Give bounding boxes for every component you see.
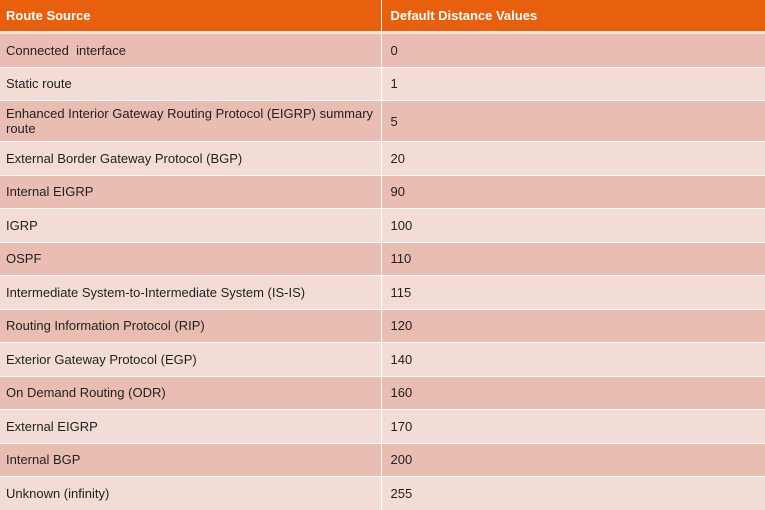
- table-row: Static route 1: [0, 66, 765, 101]
- route-source: Internal BGP: [0, 442, 382, 477]
- distance-value: 90: [381, 174, 765, 209]
- distance-value: 160: [381, 375, 765, 410]
- route-source: Unknown (infinity): [0, 476, 382, 510]
- distance-value: 115: [381, 275, 765, 309]
- distance-value: 120: [381, 308, 765, 343]
- distance-value: 255: [381, 476, 765, 510]
- route-source: On Demand Routing (ODR): [0, 375, 382, 410]
- table-row: Internal EIGRP 90: [0, 174, 765, 209]
- table-row: Unknown (infinity) 255: [0, 476, 765, 510]
- route-source: Exterior Gateway Protocol (EGP): [0, 342, 382, 376]
- table-row: Enhanced Interior Gateway Routing Protoc…: [0, 100, 765, 142]
- distance-value: 0: [381, 32, 765, 67]
- header-row: Route Source Default Distance Values: [0, 0, 765, 34]
- distance-value: 100: [381, 208, 765, 242]
- route-source: Internal EIGRP: [0, 174, 382, 209]
- table-row: Exterior Gateway Protocol (EGP) 140: [0, 342, 765, 376]
- table-row: Internal BGP 200: [0, 442, 765, 477]
- distance-value: 170: [381, 409, 765, 443]
- table-row: External EIGRP 170: [0, 409, 765, 443]
- route-source: Static route: [0, 66, 382, 101]
- header-cell: Route Source: [0, 0, 382, 34]
- table-row: Connected interface 0: [0, 32, 765, 67]
- distance-value: 20: [381, 141, 765, 175]
- table-row: IGRP 100: [0, 208, 765, 242]
- distance-value: 5: [381, 100, 765, 142]
- route-source: Intermediate System-to-Intermediate Syst…: [0, 275, 382, 309]
- route-source: IGRP: [0, 208, 382, 242]
- route-source: Connected interface: [0, 32, 382, 67]
- distance-value: 200: [381, 442, 765, 477]
- header-cell: Default Distance Values: [381, 0, 765, 34]
- distance-value: 140: [381, 342, 765, 376]
- table-row: Intermediate System-to-Intermediate Syst…: [0, 275, 765, 309]
- table-row: OSPF 110: [0, 241, 765, 276]
- route-source: External EIGRP: [0, 409, 382, 443]
- route-source: Routing Information Protocol (RIP): [0, 308, 382, 343]
- table-row: On Demand Routing (ODR) 160: [0, 375, 765, 410]
- table-row: Routing Information Protocol (RIP) 120: [0, 308, 765, 343]
- distance-value: 110: [381, 241, 765, 276]
- distance-value: 1: [381, 66, 765, 101]
- route-source: Enhanced Interior Gateway Routing Protoc…: [0, 100, 382, 142]
- table-body: Connected interface 0 Static route 1 Enhance…: [0, 32, 765, 510]
- table-header: Route Source Default Distance Values: [0, 0, 765, 34]
- route-source: OSPF: [0, 241, 382, 276]
- route-source: External Border Gateway Protocol (BGP): [0, 141, 382, 175]
- table-row: External Border Gateway Protocol (BGP) 20: [0, 141, 765, 175]
